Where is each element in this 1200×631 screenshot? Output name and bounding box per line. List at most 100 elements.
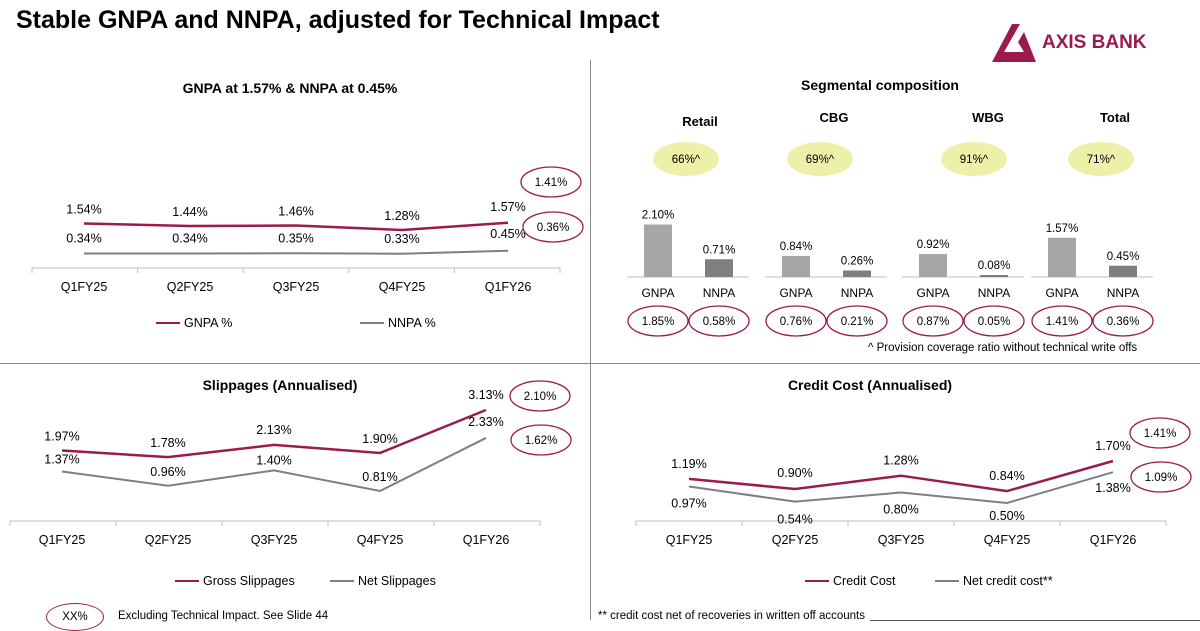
pcr-pill	[941, 142, 1007, 176]
data-label: 1.37%	[44, 452, 79, 466]
x-tick-label: Q2FY25	[167, 280, 214, 294]
legend-gross-label: Gross Slippages	[203, 574, 295, 588]
series-line-secondary	[84, 249, 509, 255]
series-line-primary	[688, 459, 1114, 493]
segment-bar-label: 0.08%	[978, 260, 1011, 272]
data-label: 1.54%	[66, 203, 101, 217]
segment-excl-oval: 0.05%	[978, 316, 1011, 328]
data-label: 1.44%	[172, 205, 207, 219]
legend-net-label: Net Slippages	[358, 574, 436, 588]
data-label: 1.46%	[278, 205, 313, 219]
horizontal-divider	[0, 363, 1200, 364]
excl-technical-oval-ring	[1130, 461, 1192, 493]
data-label: 0.33%	[384, 232, 419, 246]
segment-bar-label: 2.10%	[642, 210, 675, 222]
series-line-primary	[83, 221, 509, 232]
legend-gnpa: GNPA %	[156, 316, 232, 330]
segment-bar-label: 0.71%	[703, 244, 736, 256]
segment-category: GNPA	[916, 286, 949, 300]
svg-text:AXIS BANK: AXIS BANK	[1042, 32, 1147, 53]
segment-bar	[919, 254, 947, 277]
excl-technical-oval: 1.41%	[1144, 428, 1177, 440]
segment-header: CBG	[820, 110, 849, 125]
legend-oval: XX%	[46, 603, 104, 631]
slide-title: Stable GNPA and NNPA, adjusted for Techn…	[16, 6, 660, 34]
x-tick-label: Q1FY25	[666, 533, 713, 547]
footer-line	[870, 620, 1200, 621]
vertical-divider	[590, 60, 591, 620]
segment-category: NNPA	[1107, 286, 1139, 300]
x-tick-label: Q1FY26	[1090, 533, 1137, 547]
legend-net-credit-cost: Net credit cost**	[935, 574, 1053, 588]
data-label: 0.97%	[671, 497, 706, 511]
x-tick-label: Q3FY25	[273, 280, 320, 294]
pcr-pill	[1068, 142, 1134, 176]
segment-category: NNPA	[703, 286, 735, 300]
data-label: 1.28%	[384, 209, 419, 223]
data-label: 0.90%	[777, 466, 812, 480]
data-label: 0.34%	[66, 232, 101, 246]
series-line-secondary	[688, 471, 1114, 505]
data-label: 1.90%	[362, 432, 397, 446]
series-line-primary	[61, 408, 487, 459]
x-tick-label: Q1FY26	[485, 280, 532, 294]
segment-bar-label: 0.84%	[780, 241, 813, 253]
legend-net-slippages: Net Slippages	[330, 574, 436, 588]
x-tick-label: Q4FY25	[984, 533, 1031, 547]
x-tick-label: Q3FY25	[878, 533, 925, 547]
data-label: 1.28%	[883, 454, 918, 468]
data-label: 0.84%	[989, 469, 1024, 483]
pcr-value: 69%^	[806, 154, 835, 166]
excl-technical-oval-ring	[1129, 417, 1191, 449]
segment-bar-label: 0.45%	[1107, 251, 1140, 263]
segment-excl-oval: 1.85%	[642, 316, 675, 328]
excl-technical-oval: 2.10%	[524, 391, 557, 403]
excl-technical-oval-ring	[510, 424, 572, 456]
segment-excl-oval-ring	[902, 305, 964, 337]
pcr-pill	[787, 142, 853, 176]
segment-excl-oval: 0.21%	[841, 316, 874, 328]
legend-gnpa-label: GNPA %	[184, 316, 233, 330]
segment-excl-oval-ring	[1031, 305, 1093, 337]
pcr-pill	[653, 142, 719, 176]
x-tick-label: Q4FY25	[357, 533, 404, 547]
excl-technical-oval-ring	[522, 211, 584, 243]
excl-technical-oval-ring	[520, 166, 582, 198]
segment-bar	[1048, 237, 1076, 277]
x-tick-label: Q4FY25	[379, 280, 426, 294]
segment-bar	[705, 259, 733, 277]
data-label: 0.34%	[172, 232, 207, 246]
legend-credit-swatch	[805, 580, 829, 582]
segment-excl-oval-ring	[765, 305, 827, 337]
data-label: 0.81%	[362, 470, 397, 484]
data-label: 1.70%	[1095, 439, 1130, 453]
series-line-secondary	[61, 437, 487, 493]
segment-bar-label: 0.26%	[841, 256, 874, 268]
segment-bar	[843, 270, 871, 277]
legend-gross-swatch	[175, 580, 199, 582]
pcr-value: 91%^	[960, 154, 989, 166]
data-label: 1.38%	[1095, 481, 1130, 495]
data-label: 1.78%	[150, 436, 185, 450]
legend-net-swatch	[330, 580, 354, 582]
segment-category: GNPA	[1045, 286, 1078, 300]
segment-excl-oval: 0.36%	[1107, 316, 1140, 328]
segment-category: GNPA	[779, 286, 812, 300]
data-label: 0.80%	[883, 503, 918, 517]
legend-gross-slippages: Gross Slippages	[175, 574, 295, 588]
segment-header: WBG	[972, 110, 1004, 125]
segmental-title: Segmental composition	[801, 77, 959, 93]
legend-net-credit-swatch	[935, 580, 959, 582]
excl-technical-oval: 0.36%	[537, 222, 570, 234]
pcr-value: 66%^	[672, 154, 701, 166]
segment-bar-label: 0.92%	[917, 239, 950, 251]
x-tick-label: Q1FY26	[463, 533, 510, 547]
segment-header: Retail	[682, 114, 717, 129]
legend-nnpa-label: NNPA %	[388, 316, 436, 330]
pcr-footnote: ^ Provision coverage ratio without techn…	[868, 342, 1138, 354]
segment-excl-oval-ring	[826, 305, 888, 337]
x-tick-label: Q2FY25	[772, 533, 819, 547]
legend-nnpa-swatch	[360, 322, 384, 324]
segment-category: GNPA	[641, 286, 674, 300]
